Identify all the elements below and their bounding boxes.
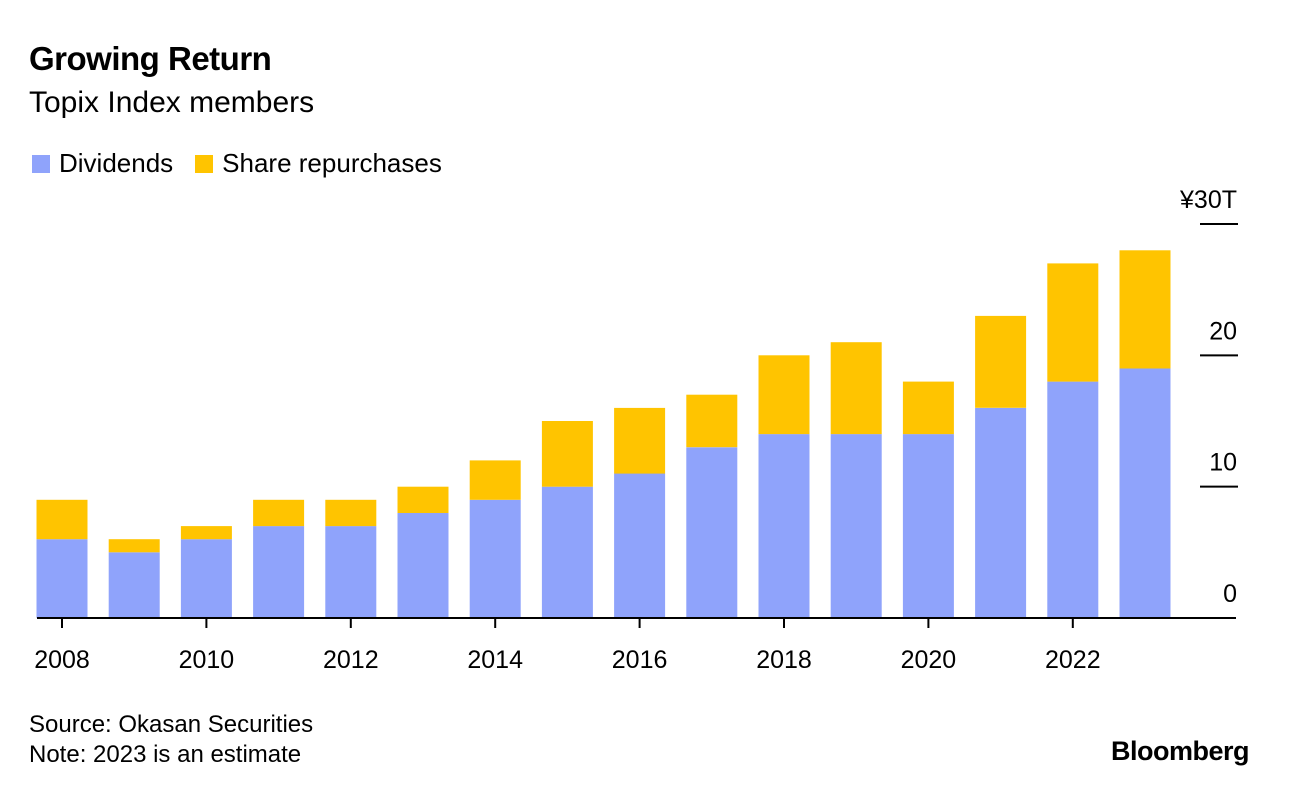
bar-dividends-2018 — [758, 434, 810, 618]
legend: Dividends Share repurchases — [32, 148, 464, 179]
bar-dividends-2021 — [975, 407, 1027, 618]
legend-swatch-dividends — [32, 154, 50, 173]
x-tick-label-2008: 2008 — [34, 646, 90, 674]
bar-dividends-2013 — [397, 512, 449, 618]
bar-share-repurchases-2019 — [830, 342, 882, 435]
bar-share-repurchases-2014 — [469, 460, 521, 500]
bar-share-repurchases-2017 — [686, 394, 738, 448]
bar-share-repurchases-2009 — [108, 539, 160, 553]
y-tick-label-30: ¥30T — [1179, 186, 1237, 214]
legend-item-share-repurchases: Share repurchases — [195, 148, 442, 179]
bloomberg-logo: Bloomberg — [1110, 736, 1250, 766]
bar-dividends-2011 — [253, 526, 305, 618]
bar-share-repurchases-2021 — [975, 315, 1027, 408]
legend-item-dividends: Dividends — [32, 148, 173, 179]
bar-dividends-2015 — [541, 486, 593, 618]
bar-dividends-2020 — [902, 434, 954, 618]
bar-share-repurchases-2013 — [397, 486, 449, 513]
y-tick-label-20: 20 — [1209, 317, 1237, 345]
x-tick-label-2022: 2022 — [1045, 646, 1101, 674]
bar-dividends-2012 — [325, 526, 377, 618]
bar-dividends-2010 — [180, 539, 232, 618]
source-note: Source: Okasan Securities — [29, 711, 314, 738]
bar-dividends-2022 — [1047, 381, 1099, 618]
y-tick-label-10: 10 — [1209, 449, 1237, 477]
bar-dividends-2019 — [830, 434, 882, 618]
bar-dividends-2014 — [469, 499, 521, 618]
bar-dividends-2016 — [614, 473, 666, 618]
bar-share-repurchases-2016 — [614, 407, 666, 474]
bar-share-repurchases-2011 — [253, 499, 305, 527]
y-tick-label-0: 0 — [1223, 580, 1237, 608]
bar-dividends-2009 — [108, 552, 160, 618]
x-tick-label-2020: 2020 — [901, 646, 957, 674]
chart-title: Growing Return — [29, 40, 272, 77]
legend-swatch-share-repurchases — [195, 154, 214, 173]
bar-share-repurchases-2022 — [1047, 263, 1099, 382]
x-tick-label-2016: 2016 — [612, 646, 668, 674]
x-tick-label-2014: 2014 — [467, 646, 523, 674]
bar-share-repurchases-2012 — [325, 499, 377, 527]
bar-share-repurchases-2023 — [1119, 250, 1171, 369]
x-tick-label-2010: 2010 — [179, 646, 235, 674]
x-tick-label-2012: 2012 — [323, 646, 379, 674]
bar-dividends-2008 — [36, 539, 88, 618]
bar-dividends-2023 — [1119, 368, 1171, 618]
bar-share-repurchases-2010 — [180, 526, 232, 540]
bar-share-repurchases-2020 — [902, 381, 954, 435]
estimate-note: Note: 2023 is an estimate — [29, 741, 302, 768]
legend-label-dividends: Dividends — [59, 148, 174, 178]
bar-dividends-2017 — [686, 447, 738, 618]
bar-share-repurchases-2015 — [541, 421, 593, 487]
bar-share-repurchases-2008 — [36, 499, 88, 540]
legend-label-share-repurchases: Share repurchases — [222, 148, 442, 178]
bar-share-repurchases-2018 — [758, 355, 810, 435]
x-tick-label-2018: 2018 — [756, 646, 812, 674]
chart-subtitle: Topix Index members — [29, 86, 315, 119]
